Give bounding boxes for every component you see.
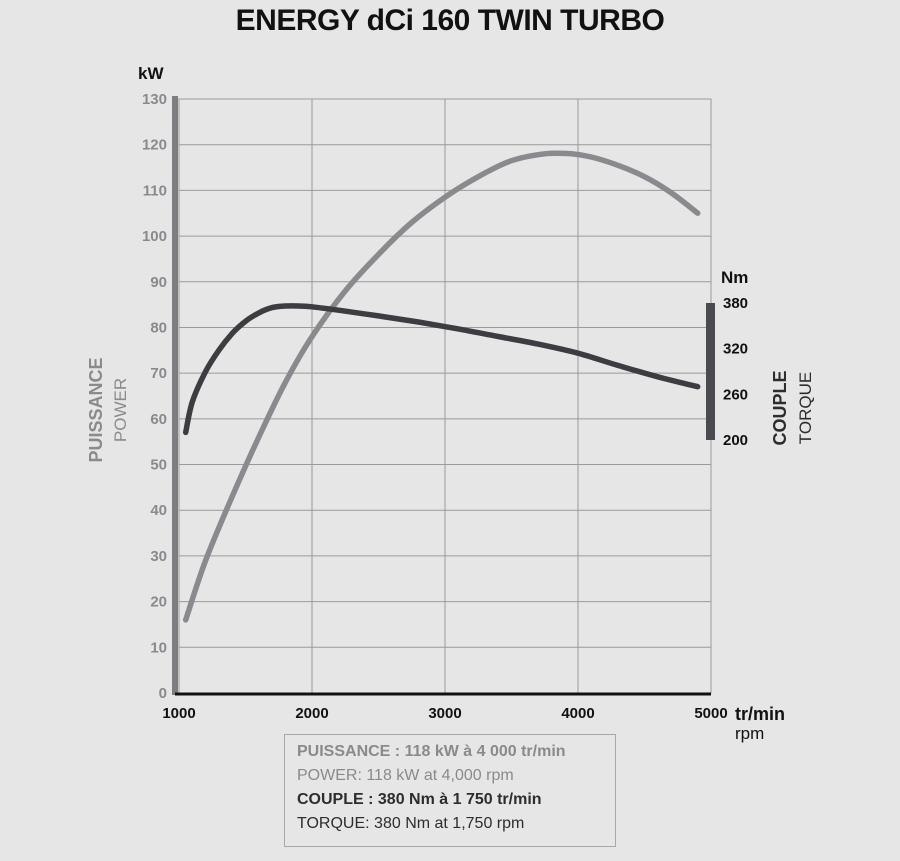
series-layer [182, 150, 701, 623]
summary-torque-fr: COUPLE : 380 Nm à 1 750 tr/min [297, 791, 542, 808]
left-tick-label: 0 [159, 685, 167, 702]
summary-power-en: POWER: 118 kW at 4,000 rpm [297, 767, 514, 784]
left-tick-label: 110 [143, 182, 167, 199]
right-axis-bar [706, 303, 715, 440]
left-tick-label: 70 [150, 365, 167, 382]
x-tick-label: 5000 [694, 705, 727, 722]
right-tick-label: 380 [723, 295, 748, 312]
summary-torque-en: TORQUE: 380 Nm at 1,750 rpm [297, 815, 525, 832]
left-axis-unit: kW [138, 64, 164, 83]
x-tick-label: 1000 [162, 705, 195, 722]
left-tick-label: 80 [150, 319, 167, 336]
left-axis-label-fr: PUISSANCE [86, 357, 106, 462]
spec-summary-box: PUISSANCE : 118 kW à 4 000 tr/min POWER:… [284, 734, 616, 847]
left-tick-label: 100 [142, 228, 167, 245]
summary-power-fr: PUISSANCE : 118 kW à 4 000 tr/min [297, 743, 566, 760]
left-axis-ticks: 0 10 20 30 40 50 60 70 80 90 100 110 120 130 [142, 91, 167, 702]
right-axis-label-fr: COUPLE [770, 370, 790, 445]
left-tick-label: 130 [142, 91, 167, 108]
x-tick-label: 3000 [428, 705, 461, 722]
right-axis-ticks: 200 260 320 380 [723, 295, 748, 449]
power-curve [182, 150, 701, 623]
left-tick-label: 90 [150, 274, 167, 291]
axes [172, 96, 715, 696]
x-tick-label: 2000 [295, 705, 328, 722]
x-tick-label: 4000 [561, 705, 594, 722]
grid [178, 98, 712, 694]
right-tick-label: 320 [723, 341, 748, 358]
right-tick-label: 200 [723, 432, 748, 449]
x-axis-ticks: 1000 2000 3000 4000 5000 [162, 705, 727, 722]
left-tick-label: 40 [150, 502, 167, 519]
left-tick-label: 120 [142, 137, 167, 154]
left-tick-label: 30 [150, 548, 167, 565]
chart-title: ENERGY dCi 160 TWIN TURBO [235, 4, 665, 37]
left-tick-label: 50 [150, 457, 167, 474]
right-axis-label-en: TORQUE [796, 372, 815, 444]
left-tick-label: 20 [150, 594, 167, 611]
right-tick-label: 260 [723, 386, 748, 403]
right-axis-unit: Nm [721, 268, 748, 287]
left-tick-label: 60 [150, 411, 167, 428]
left-tick-label: 10 [150, 639, 167, 656]
left-axis-label-en: POWER [111, 378, 130, 442]
x-axis-label-en: rpm [735, 724, 764, 743]
torque-curve [182, 303, 701, 436]
x-axis-label-fr: tr/min [735, 704, 785, 724]
